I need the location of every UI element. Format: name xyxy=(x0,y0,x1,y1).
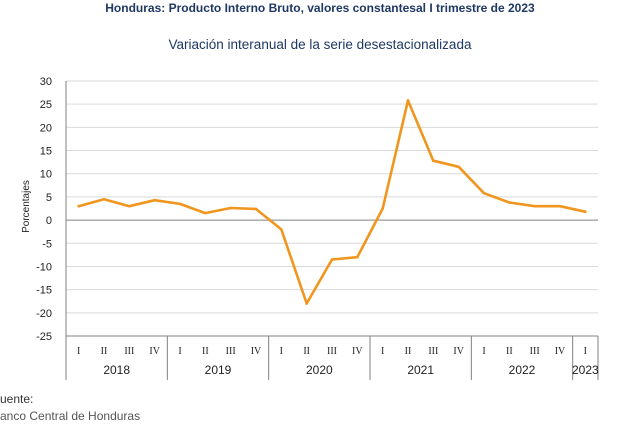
chart-title: Honduras: Producto Interno Bruto, valore… xyxy=(105,1,535,15)
data-point xyxy=(457,165,460,169)
data-point xyxy=(128,204,131,208)
x-tick-label: IV xyxy=(251,346,262,357)
x-tick-label: IV xyxy=(352,346,363,357)
data-point xyxy=(178,202,182,206)
x-tick-label: I xyxy=(178,346,181,357)
x-tick-label: III xyxy=(124,346,134,357)
chart-subtitle: Variación interanual de la serie desesta… xyxy=(168,37,472,52)
x-tick-label: III xyxy=(226,346,236,357)
x-tick-label: II xyxy=(202,346,209,357)
data-point xyxy=(508,201,511,204)
y-tick-label: 30 xyxy=(40,76,52,88)
x-tick-label: III xyxy=(327,346,337,357)
x-tick-label: IV xyxy=(149,346,160,357)
year-label: 2022 xyxy=(509,363,536,377)
y-tick-label: 10 xyxy=(40,169,52,181)
x-tick-label: III xyxy=(428,346,438,357)
data-point xyxy=(254,207,258,211)
x-tick-label: IV xyxy=(555,346,566,357)
source-label: uente: xyxy=(0,392,34,406)
x-tick-label: IV xyxy=(453,346,464,357)
x-tick-label: I xyxy=(584,346,587,357)
x-tick-label: II xyxy=(506,346,513,357)
y-tick-label: 0 xyxy=(46,215,52,227)
data-point xyxy=(584,210,587,214)
data-point xyxy=(482,191,486,195)
y-tick-label: -15 xyxy=(36,285,52,297)
x-tick-label: II xyxy=(303,346,310,357)
year-label: 2019 xyxy=(205,363,232,377)
data-point xyxy=(406,99,410,102)
y-tick-label: 5 xyxy=(46,192,52,204)
x-tick-label: I xyxy=(77,346,80,357)
y-tick-label: 15 xyxy=(40,146,52,158)
y-axis-title: Porcentajes xyxy=(21,180,32,233)
data-point xyxy=(381,207,384,210)
data-point xyxy=(533,204,536,208)
x-tick-label: I xyxy=(381,346,384,357)
year-label: 2021 xyxy=(407,363,434,377)
x-tick-label: I xyxy=(482,346,485,357)
y-tick-label: 25 xyxy=(40,99,52,111)
y-tick-label: -25 xyxy=(36,331,52,343)
data-point xyxy=(229,206,232,210)
source-text: anco Central de Honduras xyxy=(0,409,141,423)
data-point xyxy=(280,228,283,231)
year-label: 2020 xyxy=(306,363,333,377)
y-tick-label: 20 xyxy=(40,122,52,134)
y-tick-label: -10 xyxy=(36,261,52,273)
x-tick-label: II xyxy=(405,346,412,357)
y-tick-label: -5 xyxy=(42,238,52,250)
year-label: 2023 xyxy=(572,363,599,377)
data-point xyxy=(432,159,435,163)
x-tick-label: I xyxy=(280,346,283,357)
data-point xyxy=(77,204,80,208)
y-tick-label: -20 xyxy=(36,308,52,320)
data-point xyxy=(330,258,334,261)
data-point xyxy=(204,211,207,215)
data-point xyxy=(558,204,562,208)
data-point xyxy=(102,197,106,201)
x-tick-label: II xyxy=(101,346,108,357)
x-tick-label: III xyxy=(530,346,540,357)
year-label: 2018 xyxy=(103,363,130,377)
data-point xyxy=(305,302,308,305)
data-point xyxy=(356,255,359,259)
data-point xyxy=(153,198,156,202)
